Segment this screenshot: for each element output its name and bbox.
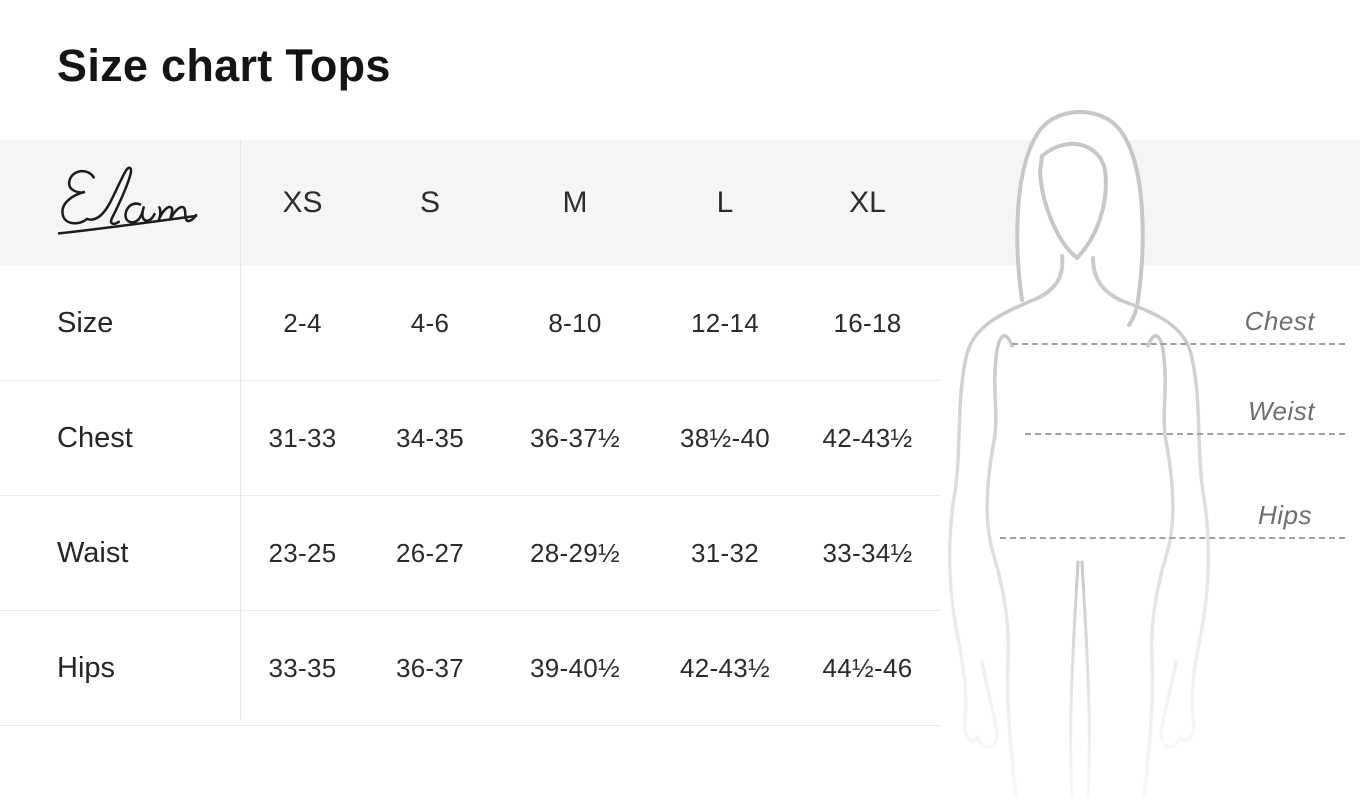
chest-guide-label: Chest — [1244, 306, 1315, 336]
table-row-waist: Waist 23-25 26-27 28-29½ 31-32 33-34½ — [0, 496, 940, 611]
elan-signature-icon — [57, 166, 198, 235]
table-cell: 31-33 — [268, 422, 337, 453]
page-title: Size chart Tops — [57, 40, 391, 91]
hips-dashed-line — [1000, 537, 1345, 539]
table-cell: 4-6 — [410, 307, 450, 338]
chest-dashed-line — [1012, 343, 1345, 345]
waist-guide-label: Weist — [1247, 396, 1315, 426]
table-cell: 12-14 — [691, 307, 759, 338]
table-row-chest: Chest 31-33 34-35 36-37½ 38½-40 42-43½ — [0, 381, 940, 496]
table-cell: 42-43½ — [680, 652, 770, 683]
hips-measurement-guide: Hips — [1000, 500, 1345, 539]
table-cell: 44½-46 — [822, 652, 913, 683]
brand-logo — [0, 162, 240, 244]
row-label: Hips — [57, 651, 116, 684]
row-label: Chest — [57, 421, 133, 454]
column-header-xs: XS — [282, 186, 323, 219]
row-label: Size — [57, 306, 114, 339]
table-column-divider — [240, 140, 241, 721]
woman-outline-icon — [947, 110, 1211, 798]
table-row-size: Size 2-4 4-6 8-10 12-14 16-18 — [0, 266, 940, 381]
table-cell: 33-35 — [268, 652, 337, 683]
table-cell: 42-43½ — [822, 422, 913, 453]
table-cell: 16-18 — [833, 307, 902, 338]
chest-measurement-guide: Chest — [1012, 306, 1345, 345]
table-cell: 31-32 — [691, 537, 759, 568]
column-header-xl: XL — [849, 186, 886, 219]
size-table-header-row: XS S M L XL — [0, 140, 940, 266]
size-table: XS S M L XL Size 2-4 4-6 8-10 12-14 16-18 Chest 31-… — [0, 140, 940, 726]
waist-measurement-guide: Weist — [1025, 396, 1345, 435]
table-cell: 33-34½ — [822, 537, 913, 568]
table-cell: 36-37 — [396, 652, 464, 683]
hips-guide-label: Hips — [1257, 500, 1312, 530]
body-silhouette-figure — [940, 104, 1240, 804]
table-cell: 23-25 — [268, 537, 337, 568]
table-cell: 38½-40 — [680, 422, 770, 453]
table-cell: 39-40½ — [530, 652, 620, 683]
table-cell: 34-35 — [396, 422, 464, 453]
row-label: Waist — [57, 536, 129, 569]
waist-dashed-line — [1025, 433, 1345, 435]
column-header-s: S — [419, 186, 440, 219]
table-cell: 36-37½ — [530, 422, 620, 453]
table-row-hips: Hips 33-35 36-37 39-40½ 42-43½ 44½-46 — [0, 611, 940, 726]
column-header-m: M — [562, 186, 588, 219]
table-cell: 8-10 — [548, 307, 602, 338]
column-header-l: L — [716, 186, 734, 219]
table-cell: 26-27 — [396, 537, 464, 568]
table-cell: 28-29½ — [530, 537, 620, 568]
table-cell: 2-4 — [283, 307, 322, 338]
